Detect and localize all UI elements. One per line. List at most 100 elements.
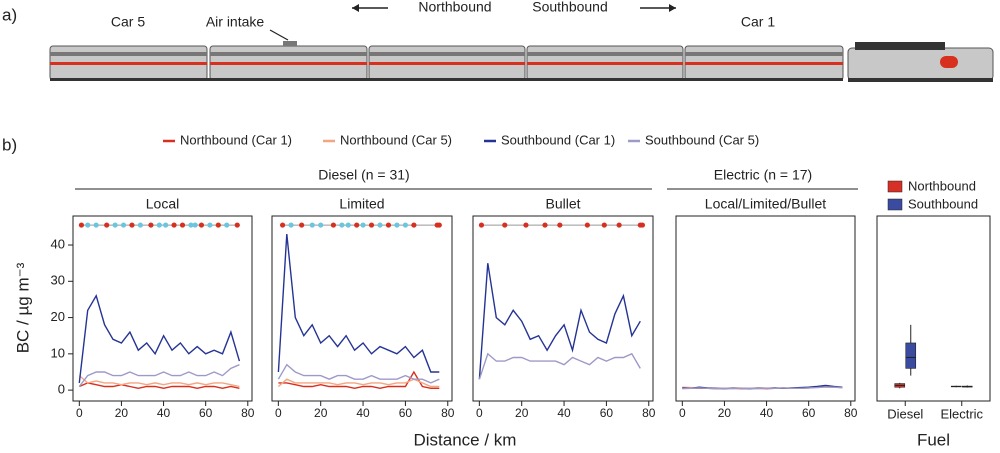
car-label: Car 5 (111, 14, 145, 30)
stop (557, 222, 563, 228)
plot-frame (72, 215, 253, 402)
box (905, 342, 917, 369)
series-line (278, 370, 440, 390)
stop (385, 222, 392, 228)
stop (85, 222, 91, 228)
x-tick-label: 20 (515, 406, 529, 420)
stop (601, 222, 607, 228)
legend-label: Southbound (908, 196, 978, 211)
x-axis-label: Distance / km (414, 430, 517, 449)
x-tick-label: 80 (642, 406, 656, 420)
stop (339, 222, 345, 228)
x-tick-label: 60 (399, 406, 413, 420)
annotation: Air intake (206, 14, 265, 30)
stop (616, 222, 622, 228)
stop (639, 222, 646, 228)
stop (78, 222, 85, 228)
x-tick-label: 60 (199, 406, 213, 420)
stop (93, 222, 99, 228)
x-tick-label: 80 (441, 406, 455, 420)
stop (584, 222, 590, 228)
stop (279, 222, 286, 228)
stop (330, 222, 337, 228)
stop (502, 222, 508, 228)
x-tick-label: 0 (679, 406, 686, 420)
x-tick-label: 0 (76, 406, 83, 420)
panel-title: Local/Limited/Bullet (705, 196, 827, 212)
panel-title: Limited (339, 196, 384, 212)
stop (411, 222, 417, 228)
direction-label: Northbound (418, 0, 491, 15)
x-tick-label: 0 (476, 406, 483, 420)
stop (368, 222, 375, 228)
x-tick-label: 40 (356, 406, 370, 420)
series-line (478, 263, 641, 380)
group-label: Electric (n = 17) (714, 167, 812, 183)
stop (207, 222, 213, 228)
x-tick-label: 40 (157, 406, 171, 420)
panel-label: a) (2, 5, 17, 24)
stop (354, 222, 360, 228)
legend-label: Southbound (Car 1) (501, 132, 615, 147)
stop (171, 222, 177, 228)
plot-frame (271, 215, 453, 402)
y-axis-label: BC / µg m⁻³ (13, 262, 32, 353)
x-tick-label: 40 (760, 406, 774, 420)
stop (156, 222, 162, 228)
stop (137, 222, 143, 228)
x-axis-label: Fuel (917, 430, 950, 449)
car-label: Car 1 (741, 14, 775, 30)
x-tick-label: 40 (557, 406, 571, 420)
series-line (682, 386, 843, 390)
stop (192, 222, 198, 228)
stop (188, 222, 194, 228)
stop (148, 222, 154, 228)
x-tick-label: 60 (600, 406, 614, 420)
stop (112, 222, 118, 228)
legend-label: Northbound (908, 178, 976, 193)
stop (478, 222, 485, 228)
y-tick-label: 20 (51, 309, 65, 324)
group-label: Diesel (n = 31) (318, 167, 409, 183)
series-line (79, 382, 240, 390)
series-line (478, 352, 641, 380)
stop (120, 222, 127, 228)
legend-label: Northbound (Car 5) (340, 132, 452, 147)
legend-swatch (887, 180, 903, 193)
series-line (277, 363, 440, 384)
plot-frame (472, 215, 654, 402)
x-tick-label: 80 (241, 406, 255, 420)
plot-frame (675, 215, 856, 402)
panel-title: Bullet (545, 196, 580, 212)
plot-frame (876, 215, 991, 402)
stop (436, 222, 442, 228)
series-line (78, 364, 240, 387)
panel-title: Local (146, 196, 179, 212)
y-tick-label: 30 (51, 273, 65, 288)
x-tick-label: Diesel (887, 406, 923, 421)
stop (402, 222, 409, 228)
stop (129, 222, 135, 228)
x-tick-label: 0 (275, 406, 282, 420)
x-tick-label: Electric (940, 406, 983, 421)
x-tick-label: 80 (844, 406, 858, 420)
x-tick-label: 20 (718, 406, 732, 420)
series-line (78, 375, 240, 388)
stop (394, 222, 400, 228)
stop (377, 222, 383, 228)
series-line (277, 234, 440, 373)
stop (234, 222, 240, 228)
series-line (277, 378, 440, 388)
stop (104, 222, 110, 228)
direction-label: Southbound (532, 0, 608, 15)
legend-label: Northbound (Car 1) (180, 132, 292, 147)
x-tick-label: 20 (314, 406, 328, 420)
stop (288, 222, 294, 228)
panel-label: b) (2, 135, 17, 154)
x-tick-label: 60 (802, 406, 816, 420)
legend-label: Southbound (Car 5) (645, 132, 759, 147)
stop (345, 222, 351, 228)
stop (309, 222, 315, 228)
x-tick-label: 20 (115, 406, 129, 420)
